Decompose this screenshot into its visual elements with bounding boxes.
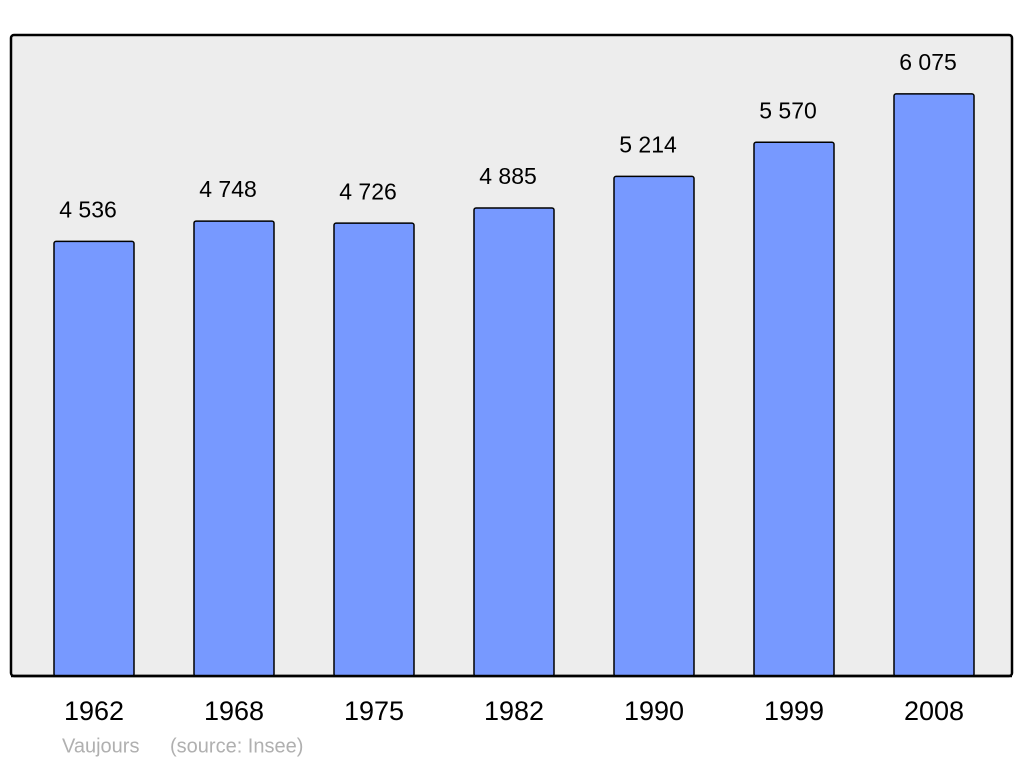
data-label: 5 570 (759, 97, 817, 123)
data-label: 6 075 (899, 49, 957, 75)
bar (893, 93, 975, 677)
source-note: (source: Insee) (170, 735, 303, 757)
bar (473, 207, 555, 677)
x-tick-label: 1962 (64, 696, 124, 726)
x-tick-label: 1968 (204, 696, 264, 726)
bar (333, 222, 415, 677)
data-label: 5 214 (619, 132, 677, 158)
x-tick-label: 2008 (904, 696, 964, 726)
bar (753, 141, 835, 677)
bar (193, 220, 275, 677)
bar (613, 175, 695, 677)
x-tick-label: 1999 (764, 696, 824, 726)
bar (53, 240, 135, 677)
data-label: 4 885 (479, 163, 537, 189)
data-label: 4 536 (59, 196, 117, 222)
x-tick-label: 1975 (344, 696, 404, 726)
data-label: 4 726 (339, 178, 397, 204)
x-tick-label: 1990 (624, 696, 684, 726)
data-label: 4 748 (199, 176, 257, 202)
x-tick-label: 1982 (484, 696, 544, 726)
chart-title: Vaujours (62, 735, 139, 757)
